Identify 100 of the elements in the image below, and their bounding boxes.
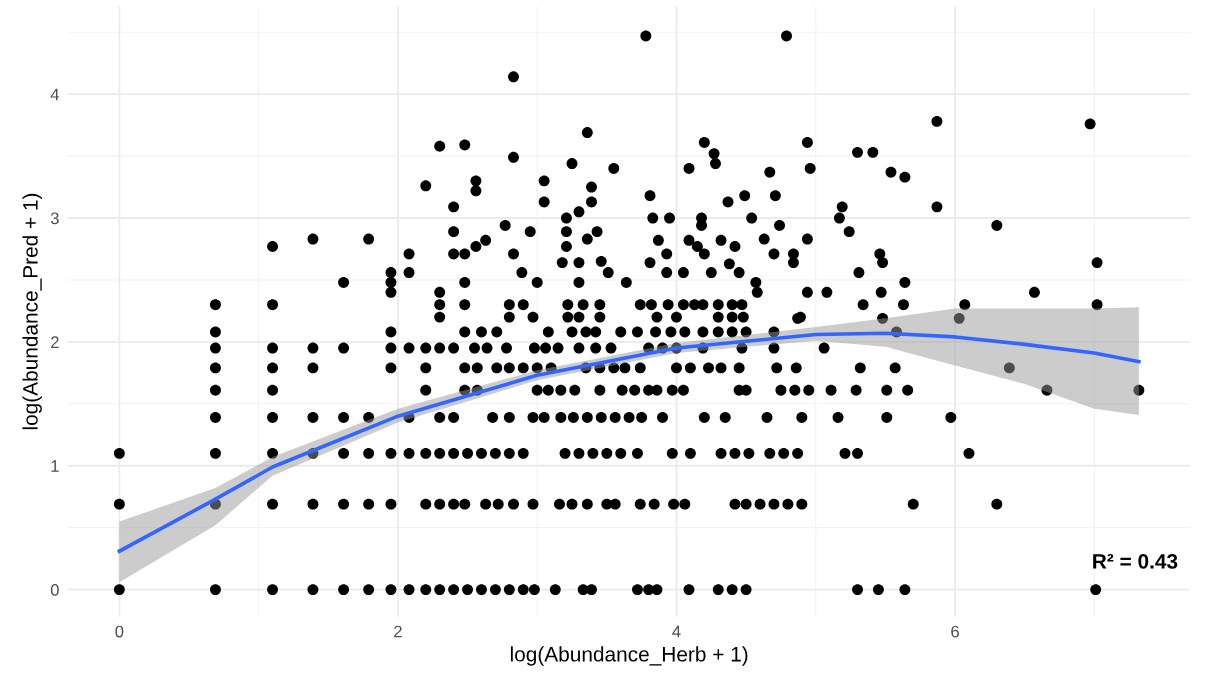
point <box>953 312 965 324</box>
point <box>569 384 581 396</box>
point <box>459 326 471 338</box>
point <box>476 326 487 338</box>
x-tick-label: 2 <box>394 625 402 638</box>
point <box>1003 362 1015 374</box>
point <box>677 299 689 311</box>
point <box>726 326 738 338</box>
point <box>538 411 550 423</box>
point <box>594 311 606 323</box>
point <box>857 299 869 311</box>
y-tick-label: 1 <box>51 460 59 472</box>
point <box>501 342 513 354</box>
point <box>1091 299 1103 311</box>
point <box>542 384 554 396</box>
point <box>768 326 780 338</box>
point <box>719 411 731 423</box>
point <box>792 447 804 459</box>
point <box>790 362 802 374</box>
point <box>503 584 515 596</box>
point <box>854 362 866 374</box>
point <box>1091 257 1103 269</box>
point <box>448 411 460 423</box>
point <box>448 584 460 596</box>
point <box>634 299 646 311</box>
point <box>629 384 641 396</box>
point <box>712 299 724 311</box>
point <box>650 326 662 338</box>
point <box>889 362 901 374</box>
point <box>801 136 813 148</box>
point <box>898 299 909 311</box>
point <box>503 411 515 423</box>
annotation: R² = 0.43 <box>1093 553 1178 569</box>
point <box>527 498 539 510</box>
point <box>782 498 794 510</box>
point <box>737 311 749 323</box>
point <box>448 342 460 354</box>
x-tick-label: 6 <box>951 625 959 638</box>
point <box>657 411 669 423</box>
point <box>881 411 893 423</box>
point <box>595 411 607 423</box>
point <box>562 311 574 323</box>
point <box>462 584 474 596</box>
point <box>615 326 627 338</box>
point <box>508 71 519 83</box>
point <box>489 447 501 459</box>
point <box>517 362 529 374</box>
point <box>768 498 780 510</box>
point <box>619 362 631 374</box>
point <box>796 411 808 423</box>
point <box>616 384 628 396</box>
point <box>825 384 837 396</box>
point <box>877 257 889 269</box>
y-axis-title: log(Abundance_Pred + 1) <box>22 193 42 430</box>
point <box>821 286 833 298</box>
point <box>852 146 863 158</box>
point <box>549 584 561 596</box>
point <box>651 311 663 323</box>
point <box>833 212 845 224</box>
point <box>459 384 471 396</box>
point <box>1133 384 1145 396</box>
point <box>726 584 738 596</box>
point <box>736 299 748 311</box>
point <box>671 362 682 374</box>
point <box>764 447 776 459</box>
point <box>902 384 914 396</box>
point <box>517 299 529 311</box>
point <box>781 30 792 42</box>
point <box>712 584 724 596</box>
point <box>726 299 738 311</box>
point <box>489 584 501 596</box>
point <box>697 299 709 311</box>
point <box>679 498 691 510</box>
point <box>662 299 674 311</box>
point <box>573 447 585 459</box>
point <box>528 342 540 354</box>
point <box>677 384 689 396</box>
point <box>832 411 844 423</box>
point <box>608 163 620 174</box>
point <box>566 498 578 510</box>
point <box>697 326 709 338</box>
point <box>899 276 911 288</box>
point <box>527 411 539 423</box>
point <box>476 584 487 596</box>
point <box>666 447 678 459</box>
point <box>703 362 714 374</box>
point <box>818 342 830 354</box>
point <box>698 136 710 148</box>
point <box>448 498 460 510</box>
point <box>491 362 503 374</box>
point <box>491 326 503 338</box>
point <box>1028 286 1040 298</box>
point <box>931 201 943 213</box>
point <box>634 498 646 510</box>
point <box>573 342 585 354</box>
point <box>683 163 695 174</box>
point <box>503 299 515 311</box>
point <box>577 299 589 311</box>
point <box>877 312 889 324</box>
point <box>712 326 724 338</box>
